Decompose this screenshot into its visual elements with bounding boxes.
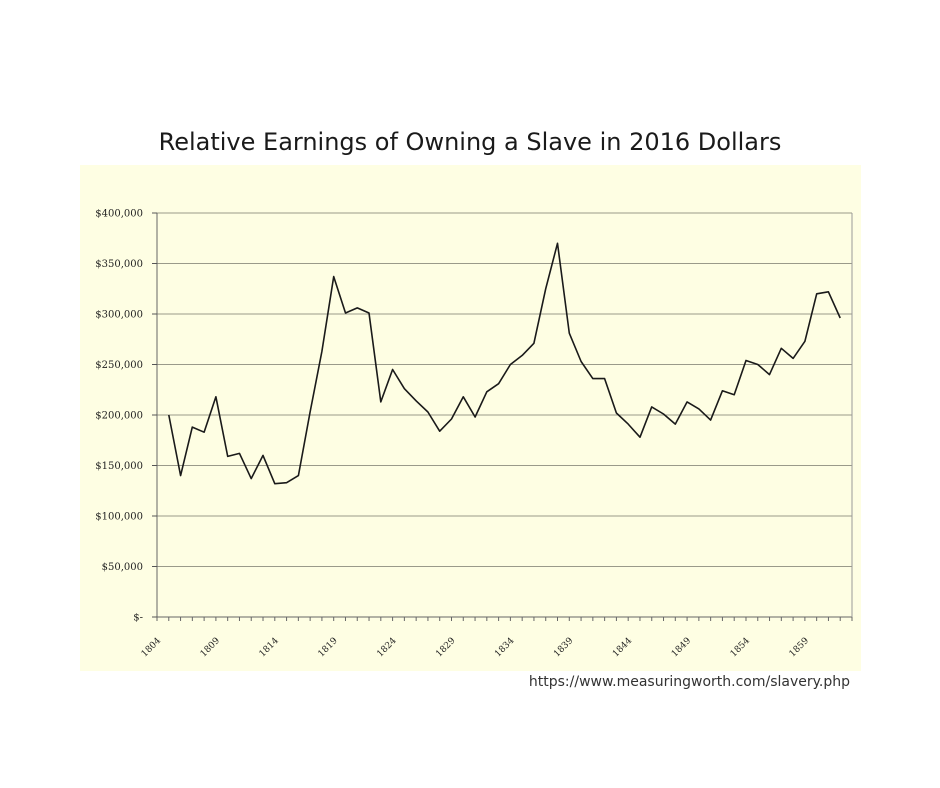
x-tick-label: 1814 [258,636,281,659]
series-line [168,242,841,485]
x-tick-label: 1819 [317,636,340,659]
series-group [168,242,841,485]
y-tick-label: $150,000 [95,461,143,472]
y-tick-label: $400,000 [95,209,143,220]
y-axis-ticks: $- $50,000 $100,000 $150,000 $200,000 $250,00… [95,209,157,624]
y-tick-label: $200,000 [95,411,143,422]
x-tick-label: 1854 [729,636,752,659]
x-tick-label: 1824 [375,636,398,659]
x-tick-label: 1834 [493,636,516,659]
y-tick-label: $50,000 [102,562,143,573]
x-tick-label: 1844 [611,636,634,659]
x-axis-ticks: 1804 1809 1814 1819 1824 1829 1834 1839 1844 1849… [140,617,853,659]
y-tick-label: $- [133,613,143,624]
x-tick-label: 1809 [199,636,222,659]
y-tick-label: $250,000 [95,360,143,371]
grid-lines [157,212,852,618]
x-tick-label: 1804 [140,636,163,659]
source-url: https://www.measuringworth.com/slavery.p… [528,674,850,690]
chart-panel [80,165,861,671]
x-tick-label: 1849 [670,636,693,659]
y-tick-label: $100,000 [95,512,143,523]
chart-title: Relative Earnings of Owning a Slave in 2… [158,128,782,156]
x-tick-label: 1829 [434,636,457,659]
y-tick-label: $300,000 [95,310,143,321]
x-tick-label: 1839 [552,636,575,659]
x-tick-label: 1859 [788,636,811,659]
y-tick-label: $350,000 [95,259,143,270]
